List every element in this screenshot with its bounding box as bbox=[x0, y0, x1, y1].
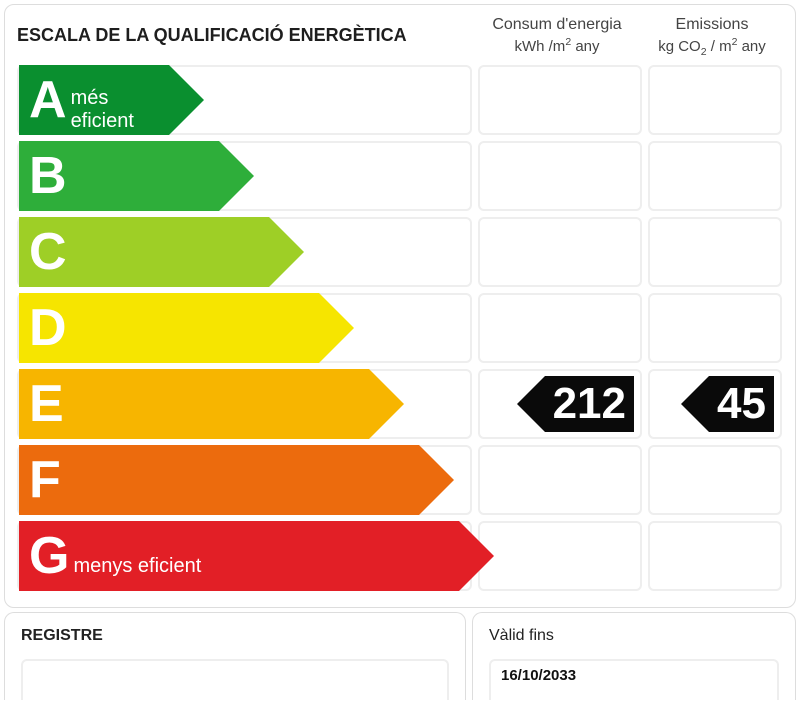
valid-title: Vàlid fins bbox=[489, 627, 779, 645]
register-card: REGISTRE bbox=[4, 612, 466, 700]
emiss-cell-F bbox=[648, 445, 782, 515]
rating-letter: D bbox=[29, 302, 67, 354]
emiss-cell-E: 45 bbox=[648, 369, 782, 439]
consum-cell-G bbox=[478, 521, 642, 591]
consum-cell-D bbox=[478, 293, 642, 363]
rating-sublabel: més eficient bbox=[71, 87, 169, 133]
emiss-cell-D bbox=[648, 293, 782, 363]
arrow-cell-D: D bbox=[17, 293, 472, 363]
rating-letter: F bbox=[29, 454, 61, 506]
scale-title: ESCALA DE LA QUALIFICACIÓ ENERGÈTICA bbox=[17, 15, 472, 46]
consum-value-arrow: 212 bbox=[517, 376, 634, 432]
emiss-cell-C bbox=[648, 217, 782, 287]
rating-sublabel: menys eficient bbox=[73, 555, 201, 578]
column-header-consum: Consum d'energia kWh /m2 any bbox=[472, 15, 642, 56]
arrow-cell-F: F bbox=[17, 445, 472, 515]
energy-scale-card: ESCALA DE LA QUALIFICACIÓ ENERGÈTICA Con… bbox=[4, 4, 796, 608]
rating-arrow-A: Amés eficient bbox=[19, 67, 204, 133]
rating-letter: G bbox=[29, 530, 69, 582]
rating-letter: E bbox=[29, 378, 64, 430]
rating-arrow-C: C bbox=[19, 219, 304, 285]
rating-row-G: Gmenys eficient bbox=[17, 521, 783, 591]
consum-title: Consum d'energia bbox=[472, 15, 642, 36]
rating-letter: B bbox=[29, 150, 67, 202]
rating-rows: Amés eficientBCDE21245FGmenys eficient bbox=[17, 65, 783, 591]
rating-arrow-D: D bbox=[19, 295, 354, 361]
register-title: REGISTRE bbox=[21, 627, 449, 645]
valid-date-box: 16/10/2033 bbox=[489, 659, 779, 700]
arrow-cell-E: E bbox=[17, 369, 472, 439]
emiss-title: Emissions bbox=[642, 15, 782, 36]
rating-letter: A bbox=[29, 74, 67, 126]
consum-cell-B bbox=[478, 141, 642, 211]
arrow-cell-B: B bbox=[17, 141, 472, 211]
header-row: ESCALA DE LA QUALIFICACIÓ ENERGÈTICA Con… bbox=[17, 15, 783, 59]
rating-row-F: F bbox=[17, 445, 783, 515]
rating-row-A: Amés eficient bbox=[17, 65, 783, 135]
valid-card: Vàlid fins 16/10/2033 bbox=[472, 612, 796, 700]
rating-row-E: E 212 45 bbox=[17, 369, 783, 439]
consum-units: kWh /m2 any bbox=[472, 36, 642, 57]
emiss-cell-A bbox=[648, 65, 782, 135]
emiss-units: kg CO2 / m2 any bbox=[642, 36, 782, 60]
column-header-emiss: Emissions kg CO2 / m2 any bbox=[642, 15, 782, 59]
arrow-cell-A: Amés eficient bbox=[17, 65, 472, 135]
arrow-cell-C: C bbox=[17, 217, 472, 287]
rating-arrow-G: Gmenys eficient bbox=[19, 523, 494, 589]
consum-cell-E: 212 bbox=[478, 369, 642, 439]
rating-row-D: D bbox=[17, 293, 783, 363]
emiss-cell-B bbox=[648, 141, 782, 211]
consum-cell-F bbox=[478, 445, 642, 515]
rating-arrow-E: E bbox=[19, 371, 404, 437]
rating-arrow-B: B bbox=[19, 143, 254, 209]
rating-row-B: B bbox=[17, 141, 783, 211]
rating-arrow-F: F bbox=[19, 447, 454, 513]
consum-cell-C bbox=[478, 217, 642, 287]
valid-date: 16/10/2033 bbox=[501, 667, 576, 684]
emiss-cell-G bbox=[648, 521, 782, 591]
consum-value: 212 bbox=[545, 376, 634, 432]
emiss-value-arrow: 45 bbox=[681, 376, 774, 432]
rating-letter: C bbox=[29, 226, 67, 278]
bottom-row: REGISTRE Vàlid fins 16/10/2033 bbox=[4, 612, 796, 700]
arrow-cell-G: Gmenys eficient bbox=[17, 521, 472, 591]
emiss-value: 45 bbox=[709, 376, 774, 432]
rating-row-C: C bbox=[17, 217, 783, 287]
register-value-box bbox=[21, 659, 449, 700]
consum-cell-A bbox=[478, 65, 642, 135]
